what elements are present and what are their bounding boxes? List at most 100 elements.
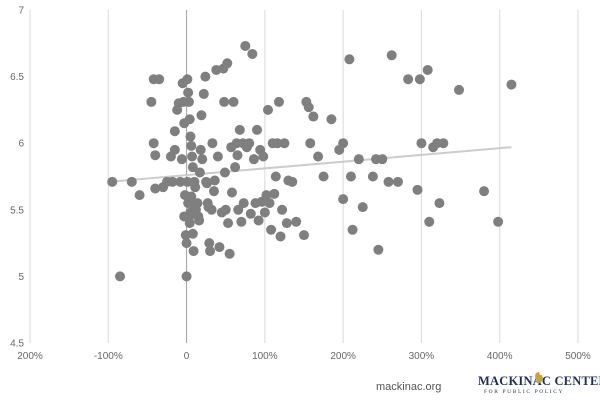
data-point [367, 171, 378, 182]
data-point [224, 248, 235, 259]
data-point [338, 138, 349, 149]
data-point [313, 151, 324, 162]
data-point [226, 187, 237, 198]
data-point [272, 138, 283, 149]
data-point [244, 138, 255, 149]
data-point [236, 216, 247, 227]
data-point [416, 138, 427, 149]
x-tick-label: 100% [252, 351, 278, 362]
data-point [200, 71, 211, 82]
y-tick-label: 5.5 [10, 205, 24, 216]
y-tick-label: 7 [18, 6, 24, 17]
data-point [201, 178, 212, 189]
x-tick-label: 200% [330, 351, 356, 362]
data-point [392, 176, 403, 187]
data-point [248, 154, 259, 165]
data-point [253, 215, 264, 226]
data-point [167, 176, 178, 187]
data-point [386, 50, 397, 61]
data-point [238, 198, 249, 209]
scatter-chart: 4.5 5 5.5 6 6.5 7 200% -100% 0 100% 200% 300% 400% 5… [10, 6, 591, 363]
x-tick-label: -100% [94, 351, 123, 362]
data-point [187, 162, 198, 173]
data-point [197, 154, 208, 165]
data-point [345, 171, 356, 182]
x-tick-label: 300% [409, 351, 435, 362]
data-point [169, 144, 180, 155]
data-point [262, 104, 273, 115]
data-point [412, 184, 423, 195]
data-point [233, 204, 244, 215]
logo-tagline: FOR PUBLIC POLICY [484, 389, 565, 395]
x-tick-label: 500% [565, 351, 591, 362]
data-point [175, 176, 186, 187]
data-point [414, 74, 425, 85]
trendline [108, 146, 512, 183]
data-point [187, 151, 198, 162]
data-point [318, 171, 329, 182]
data-point [186, 140, 197, 151]
data-point [194, 167, 205, 178]
data-point [154, 74, 165, 85]
data-point [281, 218, 292, 229]
data-point [434, 198, 445, 209]
mackinac-center-logo: MACKINAC CENTER FOR PUBLIC POLICY [478, 372, 600, 398]
data-point [206, 204, 217, 215]
data-point [373, 244, 384, 255]
michigan-shape-icon [535, 372, 543, 383]
y-tick-label: 4.5 [10, 339, 24, 350]
data-point [204, 238, 215, 249]
data-point [275, 231, 286, 242]
data-point [184, 218, 195, 229]
data-point [228, 96, 239, 107]
data-point [383, 176, 394, 187]
data-point [357, 202, 368, 213]
data-point [344, 54, 355, 65]
data-point [169, 126, 180, 137]
data-point [181, 271, 192, 282]
data-point [438, 138, 449, 149]
data-point [493, 216, 504, 227]
y-tick-label: 6.5 [10, 72, 24, 83]
data-point [208, 186, 219, 197]
data-point [207, 138, 218, 149]
data-point [212, 151, 223, 162]
data-point [192, 198, 203, 209]
data-point [240, 40, 251, 51]
data-point [220, 204, 231, 215]
data-point [245, 208, 256, 219]
data-point [252, 124, 263, 135]
data-point [338, 194, 349, 205]
data-point [209, 175, 220, 186]
data-point [230, 162, 241, 173]
data-point [326, 114, 337, 125]
data-points [107, 40, 517, 282]
data-point [291, 216, 302, 227]
data-point [183, 96, 194, 107]
data-point [234, 124, 245, 135]
data-point [148, 138, 159, 149]
data-point [184, 114, 195, 125]
y-tick-labels: 4.5 5 5.5 6 6.5 7 [10, 6, 24, 350]
data-point [247, 48, 258, 59]
data-point [353, 154, 364, 165]
data-point [259, 207, 270, 218]
data-point [299, 230, 309, 241]
data-point [347, 224, 358, 235]
data-point [422, 64, 433, 75]
data-point [270, 171, 281, 182]
data-point [150, 183, 161, 194]
data-point [181, 238, 192, 249]
data-point [269, 188, 280, 199]
data-point [182, 74, 193, 85]
x-tick-labels: 200% -100% 0 100% 200% 300% 400% 500% [17, 351, 591, 362]
data-point [134, 190, 145, 201]
y-tick-label: 6 [18, 139, 24, 150]
data-point [219, 167, 230, 178]
data-point [194, 215, 205, 226]
data-point [403, 74, 414, 85]
y-tick-label: 5 [18, 272, 24, 283]
data-point [308, 111, 319, 122]
data-point [195, 144, 206, 155]
data-point [287, 176, 298, 187]
